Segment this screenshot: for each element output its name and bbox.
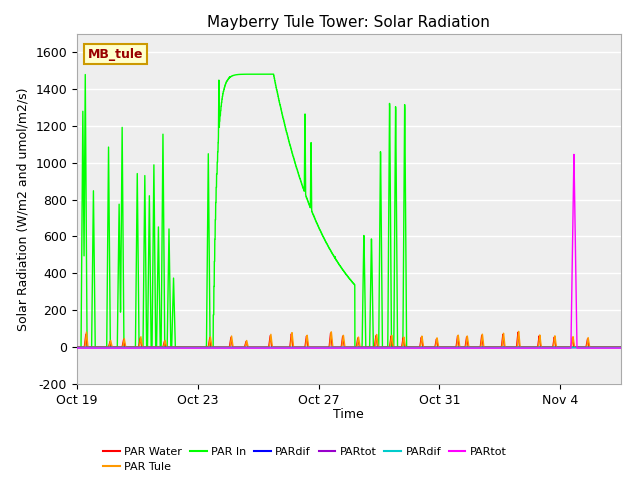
Legend: PAR Water, PAR Tule, PAR In, PARdif, PARtot, PARdif, PARtot: PAR Water, PAR Tule, PAR In, PARdif, PAR… xyxy=(99,442,511,477)
Y-axis label: Solar Radiation (W/m2 and umol/m2/s): Solar Radiation (W/m2 and umol/m2/s) xyxy=(17,87,29,331)
Text: MB_tule: MB_tule xyxy=(88,48,143,60)
X-axis label: Time: Time xyxy=(333,408,364,421)
Title: Mayberry Tule Tower: Solar Radiation: Mayberry Tule Tower: Solar Radiation xyxy=(207,15,490,30)
